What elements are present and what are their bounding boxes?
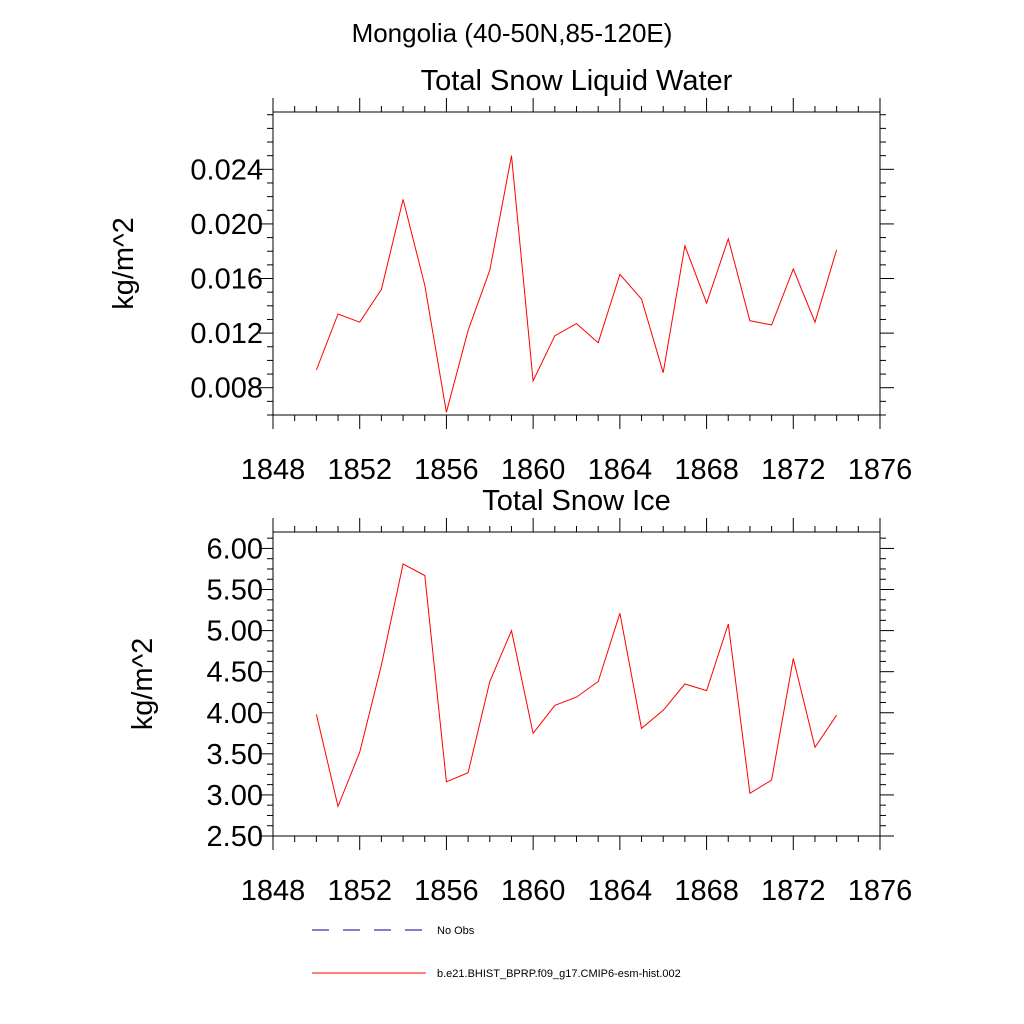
chart-panels: Total Snow Liquid Water 1848 1852 1856 1860 1…	[108, 65, 912, 907]
legend-label-2: b.e21.BHIST_BPRP.f09_g17.CMIP6-esm-hist.…	[437, 968, 681, 980]
x-tick-label: 1868	[674, 875, 739, 907]
series-line-1	[315, 563, 838, 809]
y-tick-label: 4.00	[207, 698, 263, 730]
chart-title: Total Snow Liquid Water	[421, 65, 733, 97]
x-tick-label: 1864	[588, 454, 653, 486]
y-tick-label: 2.50	[207, 821, 263, 853]
y-tick-label: 0.012	[190, 318, 263, 350]
chart-panel-2: Total Snow Ice 1848 1852 1856 1860 1864 1868 18…	[127, 485, 912, 907]
x-tick-label: 1860	[501, 875, 566, 907]
x-tick-label: 1872	[761, 454, 826, 486]
x-tick-label: 1848	[241, 454, 306, 486]
x-tick-label: 1848	[241, 875, 306, 907]
chart-title: Total Snow Ice	[482, 485, 671, 517]
series-line-1	[315, 155, 838, 413]
figure-title: Mongolia (40-50N,85-120E)	[352, 18, 673, 48]
plot-frame	[272, 111, 881, 416]
y-axis-label: kg/m^2	[108, 217, 140, 310]
x-tick-label: 1852	[327, 454, 392, 486]
y-tick-label: 0.020	[190, 209, 263, 241]
chart-panel-1: Total Snow Liquid Water 1848 1852 1856 1860 1…	[108, 65, 912, 486]
y-tick-label: 0.008	[190, 373, 263, 405]
x-tick-label: 1864	[588, 875, 653, 907]
x-tick-label: 1876	[848, 875, 913, 907]
y-tick-label: 5.50	[207, 575, 263, 607]
x-tick-label: 1876	[848, 454, 913, 486]
x-tick-label: 1852	[327, 875, 392, 907]
x-tick-label: 1868	[674, 454, 739, 486]
y-tick-label: 0.016	[190, 264, 263, 296]
y-tick-label: 0.024	[190, 154, 263, 186]
y-tick-label: 4.50	[207, 657, 263, 689]
x-tick-label: 1856	[414, 875, 479, 907]
x-tick-label: 1856	[414, 454, 479, 486]
y-axis-label: kg/m^2	[127, 638, 159, 731]
x-tick-label: 1860	[501, 454, 566, 486]
y-tick-label: 3.50	[207, 739, 263, 771]
y-tick-label: 5.00	[207, 616, 263, 648]
legend: No Obs b.e21.BHIST_BPRP.f09_g17.CMIP6-esm…	[312, 925, 681, 980]
x-tick-label: 1872	[761, 875, 826, 907]
y-tick-label: 6.00	[207, 533, 263, 565]
y-tick-label: 3.00	[207, 780, 263, 812]
legend-label-1: No Obs	[437, 925, 475, 937]
